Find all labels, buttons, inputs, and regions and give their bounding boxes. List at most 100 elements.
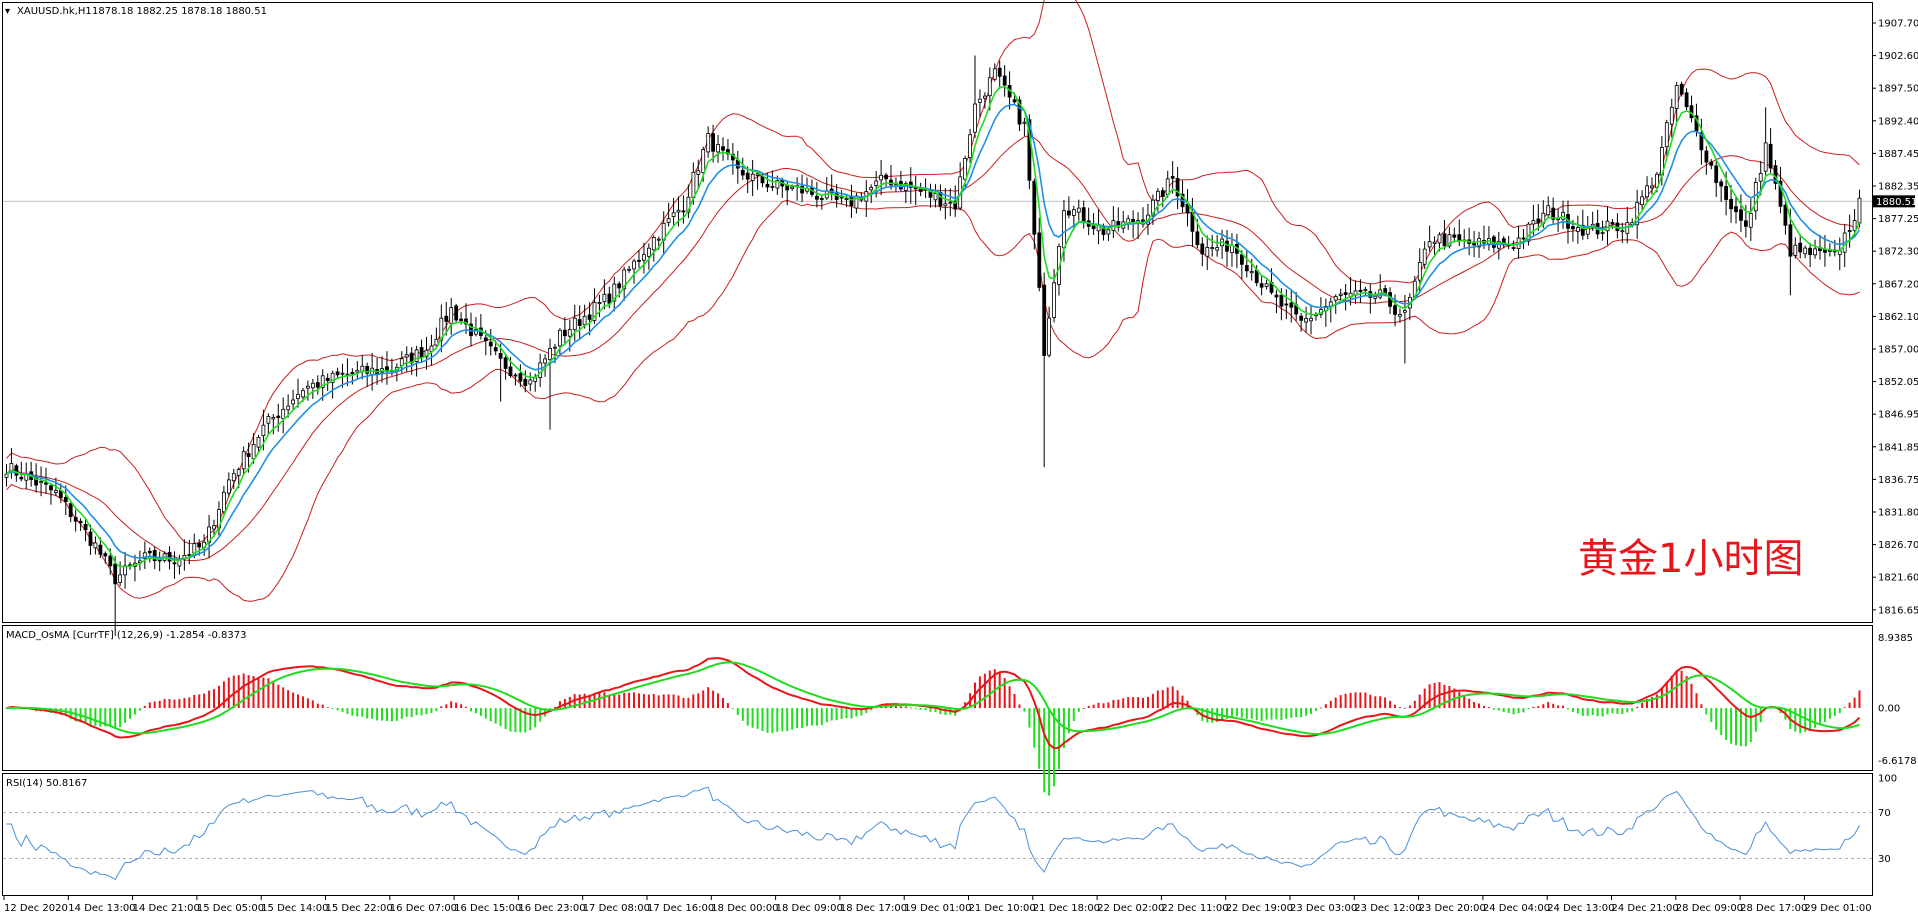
candle-body bbox=[1249, 271, 1254, 274]
osma-bar bbox=[361, 708, 364, 717]
osma-bar bbox=[1107, 702, 1110, 708]
candle-body bbox=[1674, 85, 1679, 110]
osma-bar bbox=[529, 708, 532, 731]
candle-body bbox=[256, 436, 261, 448]
candle-body bbox=[1783, 204, 1788, 226]
candle-body bbox=[1837, 250, 1842, 255]
candle-body bbox=[108, 555, 113, 567]
time-axis-label: 24 Dec 21:00 bbox=[1612, 903, 1679, 914]
osma-bar bbox=[1413, 700, 1416, 709]
candle-body bbox=[1605, 220, 1610, 232]
candle-body bbox=[1437, 234, 1442, 244]
osma-bar bbox=[855, 708, 858, 717]
price-axis-label: 1892.40 bbox=[1878, 116, 1918, 127]
candle-body bbox=[1744, 220, 1748, 227]
osma-bar bbox=[865, 708, 868, 713]
candle-body bbox=[815, 195, 819, 200]
osma-bar bbox=[208, 690, 211, 709]
osma-bar bbox=[554, 706, 556, 709]
candle-body bbox=[819, 198, 824, 200]
candle-body bbox=[651, 237, 656, 251]
osma-bar bbox=[1319, 707, 1322, 709]
osma-bar bbox=[371, 708, 374, 719]
price-axis-label: 1836.75 bbox=[1878, 475, 1918, 486]
candle-body bbox=[483, 337, 488, 342]
candle-body bbox=[1847, 230, 1852, 233]
osma-bar bbox=[1606, 708, 1609, 715]
osma-bar bbox=[1280, 708, 1283, 720]
candle-body bbox=[1417, 261, 1422, 281]
osma-bar bbox=[297, 694, 299, 709]
osma-bar bbox=[1749, 708, 1752, 742]
osma-bar bbox=[1013, 694, 1016, 708]
osma-bar bbox=[1344, 693, 1347, 708]
candle-body bbox=[320, 375, 325, 388]
osma-bar bbox=[993, 669, 996, 709]
osma-bar bbox=[929, 708, 932, 712]
osma-bar bbox=[1290, 708, 1293, 718]
osma-bar bbox=[509, 708, 512, 732]
candle-body bbox=[355, 369, 360, 373]
candle-body bbox=[1225, 240, 1229, 252]
rsi-axis-label: 70 bbox=[1878, 808, 1891, 819]
macd-title: MACD_OsMA [CurrTF] (12,26,9) -1.2854 -0.… bbox=[6, 630, 246, 641]
candle-body bbox=[1062, 210, 1066, 249]
candle-body bbox=[701, 149, 706, 173]
osma-bar bbox=[1240, 708, 1243, 718]
candle-body bbox=[54, 490, 58, 493]
osma-bar bbox=[1043, 708, 1046, 793]
candle-body bbox=[98, 544, 103, 555]
osma-bar bbox=[306, 698, 309, 709]
candle-body bbox=[434, 338, 439, 346]
candle-body bbox=[1778, 180, 1783, 207]
price-axis-label: 1826.70 bbox=[1878, 540, 1918, 551]
osma-bar bbox=[1685, 676, 1688, 708]
osma-bar bbox=[1581, 708, 1584, 716]
candle-body bbox=[414, 349, 419, 362]
osma-bar bbox=[489, 708, 492, 722]
candle-body bbox=[73, 517, 78, 522]
candle-body bbox=[1240, 254, 1244, 265]
candle-body bbox=[879, 174, 883, 181]
candle-body bbox=[637, 259, 641, 262]
osma-bar bbox=[1646, 699, 1648, 709]
candle-body bbox=[1274, 294, 1279, 298]
osma-bar bbox=[450, 701, 453, 709]
osma-bar bbox=[470, 708, 472, 712]
bollinger-lower-line bbox=[6, 199, 1860, 602]
osma-bar bbox=[741, 708, 744, 721]
candle-body bbox=[978, 98, 982, 103]
osma-bar bbox=[1858, 690, 1861, 708]
osma-bar bbox=[1695, 693, 1698, 708]
candle-body bbox=[1798, 242, 1803, 253]
osma-bar bbox=[331, 708, 334, 709]
candle-body bbox=[1689, 105, 1694, 119]
osma-bar bbox=[1596, 708, 1599, 717]
osma-bar bbox=[1245, 708, 1248, 719]
time-axis-label: 15 Dec 05:00 bbox=[197, 903, 264, 914]
candle-body bbox=[1175, 178, 1180, 197]
osma-bar bbox=[1675, 670, 1678, 709]
chart-annotation: 黄金1小时图 bbox=[1578, 536, 1803, 582]
osma-bar bbox=[534, 708, 537, 728]
osma-bar bbox=[114, 708, 117, 729]
osma-bar bbox=[1814, 708, 1817, 728]
osma-bar bbox=[1250, 708, 1253, 719]
candle-body bbox=[1165, 178, 1170, 195]
candle-body bbox=[266, 416, 271, 424]
osma-bar bbox=[1033, 708, 1036, 748]
osma-bar bbox=[1631, 708, 1634, 712]
candle-body bbox=[493, 347, 498, 352]
osma-bar bbox=[840, 708, 843, 720]
chart-menu-triangle[interactable]: ▾ bbox=[5, 6, 10, 17]
osma-bar bbox=[292, 692, 295, 709]
osma-bar bbox=[524, 708, 527, 733]
osma-bar bbox=[850, 708, 853, 719]
candle-body bbox=[330, 372, 335, 383]
osma-bar bbox=[988, 670, 991, 708]
time-axis-label: 15 Dec 14:00 bbox=[261, 903, 328, 914]
osma-bar bbox=[257, 677, 260, 709]
candle-body bbox=[1442, 233, 1447, 247]
osma-bar bbox=[479, 708, 482, 716]
candle-body bbox=[236, 469, 241, 476]
